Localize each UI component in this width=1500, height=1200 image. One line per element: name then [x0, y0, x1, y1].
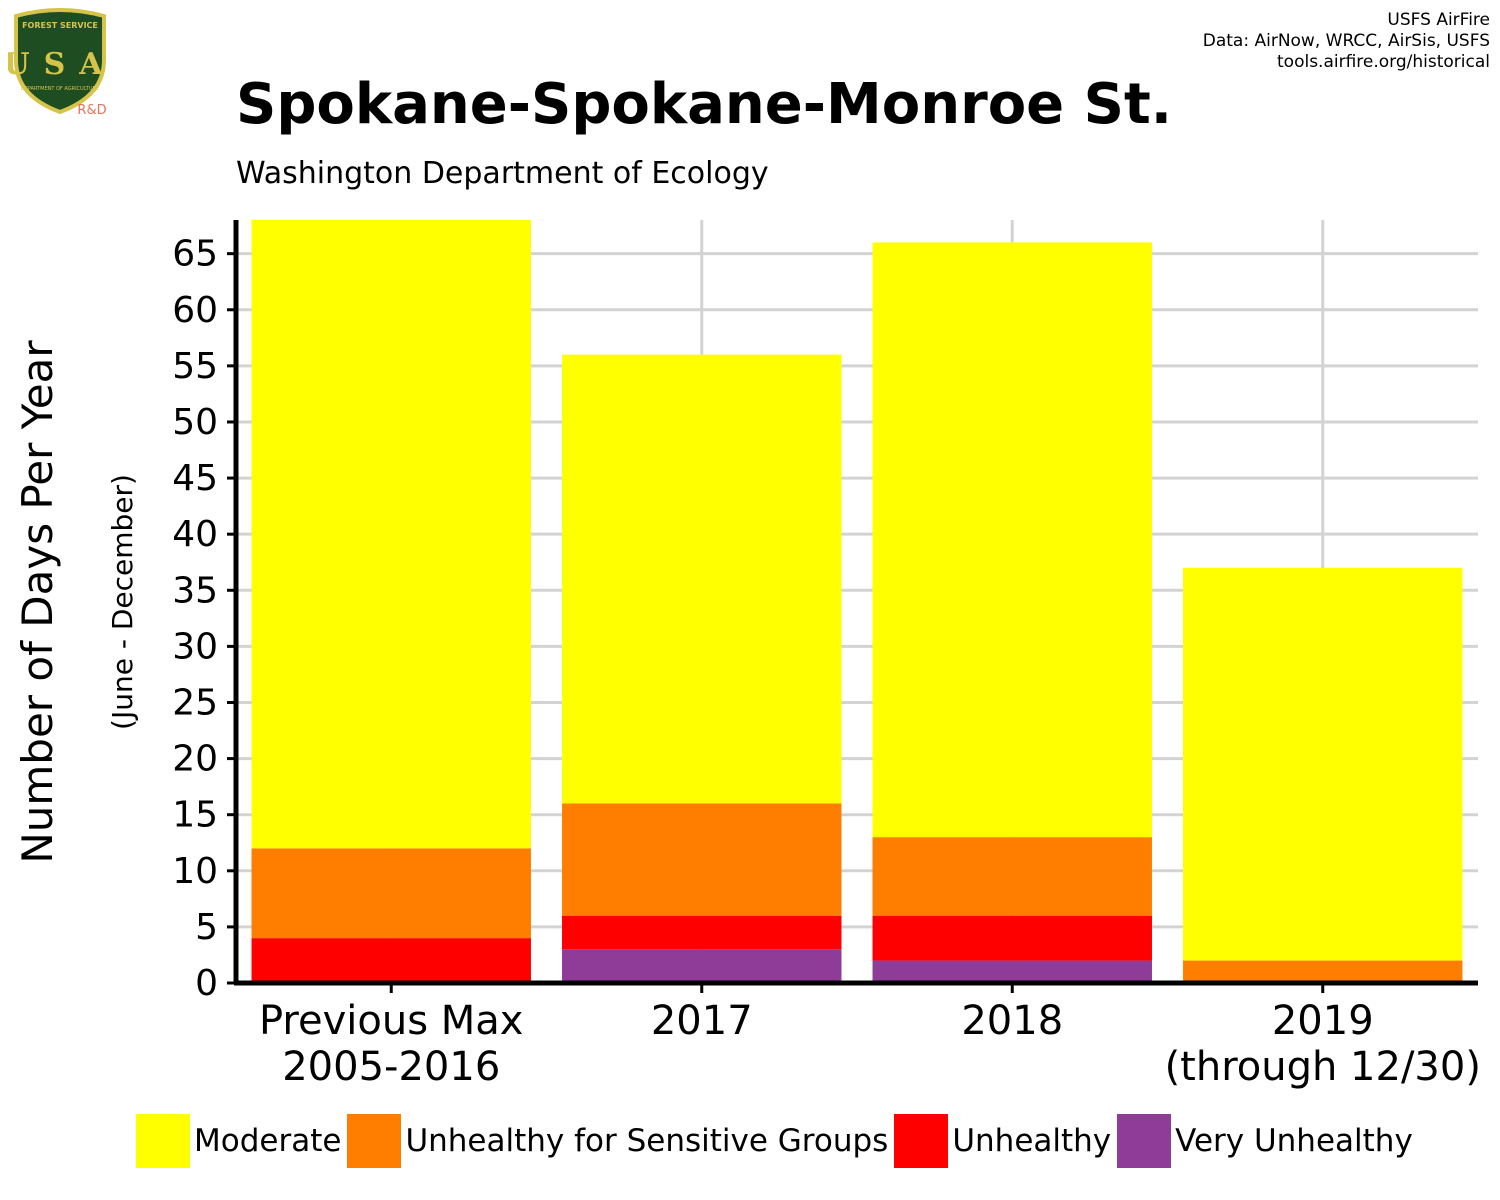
x-tick-label: 2005-2016 — [282, 1044, 500, 1090]
logo-top-text: FOREST SERVICE — [22, 21, 98, 30]
credit-line: tools.airfire.org/historical — [1277, 52, 1490, 72]
logo-bottom-text: DEPARTMENT OF AGRICULTURE — [21, 86, 99, 92]
legend-label: Very Unhealthy — [1175, 1123, 1413, 1159]
y-axis-label: Number of Days Per Year — [13, 340, 62, 864]
y-tick-label: 5 — [195, 907, 218, 948]
legend-swatch — [136, 1114, 190, 1168]
x-tick-label: 2018 — [961, 998, 1063, 1044]
bar-segment — [251, 938, 531, 983]
logo-badge: R&D — [77, 103, 106, 118]
legend-swatch — [1117, 1114, 1172, 1168]
credit-line: USFS AirFire — [1387, 10, 1490, 30]
x-tick-label: 2019 — [1272, 998, 1374, 1044]
usfs-logo-icon: FOREST SERVICE USA DEPARTMENT OF AGRICUL… — [8, 8, 112, 118]
legend-swatch — [347, 1114, 402, 1168]
legend-label: Moderate — [194, 1123, 342, 1159]
bar-segment — [251, 220, 531, 849]
bar-segment — [562, 803, 842, 916]
chart-subtitle: Washington Department of Ecology — [236, 156, 769, 191]
y-tick-label: 55 — [172, 346, 218, 387]
bar-segment — [562, 354, 842, 804]
y-tick-label: 65 — [172, 234, 218, 275]
legend: Moderate Unhealthy for Sensitive Groups Un… — [136, 1114, 1419, 1168]
y-tick-label: 35 — [172, 570, 218, 611]
logo-shield — [14, 8, 106, 115]
y-tick-label: 25 — [172, 682, 218, 723]
legend-item: Moderate — [136, 1114, 341, 1168]
y-tick-label: 10 — [172, 851, 218, 892]
y-tick-label: 20 — [172, 739, 218, 780]
bar-segment — [1183, 567, 1463, 961]
bar-segment — [562, 915, 842, 950]
x-tick-label: Previous Max — [259, 998, 523, 1044]
y-tick-label: 0 — [195, 963, 218, 1004]
logo-letters: USA — [8, 47, 112, 82]
y-tick-label: 45 — [172, 458, 218, 499]
bar-segment — [872, 242, 1152, 838]
legend-swatch — [894, 1114, 949, 1168]
legend-label: Unhealthy for Sensitive Groups — [405, 1123, 889, 1159]
x-tick-label: 2017 — [651, 998, 753, 1044]
y-tick-label: 15 — [172, 795, 218, 836]
bar-segment — [872, 960, 1152, 983]
bar-segment — [251, 848, 531, 939]
y-tick-label: 50 — [172, 402, 218, 443]
bar-segment — [872, 837, 1152, 916]
axes — [227, 220, 1478, 993]
x-tick-label: (through 12/30) — [1165, 1044, 1481, 1090]
y-axis-sublabel: (June - December) — [106, 474, 139, 730]
bars — [251, 220, 1463, 983]
credits: USFS AirFire Data: AirNow, WRCC, AirSis,… — [1203, 10, 1490, 73]
legend-item: Unhealthy — [894, 1114, 1111, 1168]
legend-item: Very Unhealthy — [1117, 1114, 1413, 1168]
legend-item: Unhealthy for Sensitive Groups — [347, 1114, 888, 1168]
bar-segment — [1183, 960, 1463, 983]
y-tick-label: 60 — [172, 290, 218, 331]
legend-label: Unhealthy — [952, 1123, 1112, 1159]
chart-title: Spokane-Spokane-Monroe St. — [236, 72, 1173, 137]
credit-line: Data: AirNow, WRCC, AirSis, USFS — [1202, 31, 1490, 51]
y-tick-label: 40 — [172, 514, 218, 555]
bar-segment — [872, 915, 1152, 961]
y-tick-label: 30 — [172, 626, 218, 667]
bar-segment — [562, 949, 842, 983]
